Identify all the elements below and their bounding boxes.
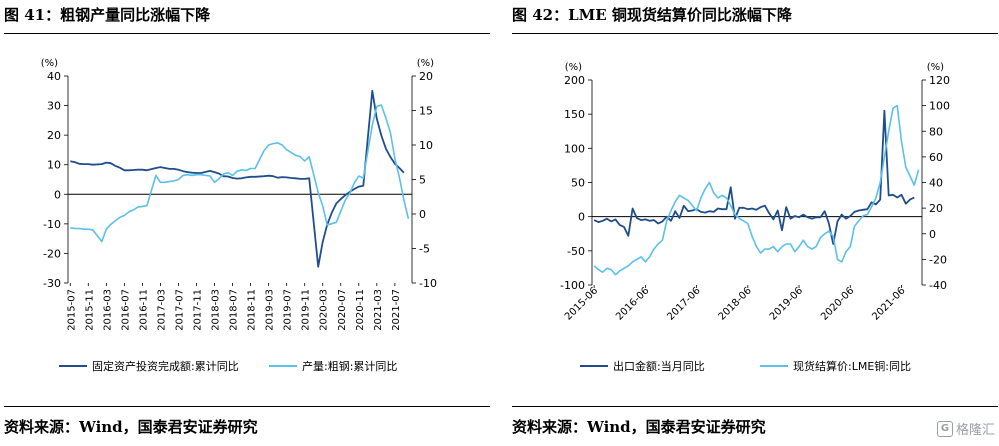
x-tick-label: 2020-07 — [337, 289, 348, 331]
x-tick-label: 2019-07 — [283, 289, 294, 331]
figure-title: 图 42：LME 铜现货结算价同比涨幅下降 — [512, 6, 792, 24]
x-tick-label: 2017-06 — [665, 285, 702, 322]
right-tick-label: -40 — [929, 279, 947, 292]
x-tick-label: 2019-06 — [768, 285, 805, 322]
right-tick-label: 60 — [929, 151, 943, 164]
lme-copper-chart: (%) (%) -100 -50 0 50 100 150 200 -40 -20 0 20 40 60 80… — [560, 62, 950, 373]
left-tick-label: 150 — [564, 108, 585, 121]
left-tick-label: 30 — [47, 100, 61, 113]
right-tick-label: 5 — [419, 174, 426, 187]
right-tick-label: 10 — [419, 139, 433, 152]
left-tick-label: -50 — [567, 245, 585, 258]
x-tick-label: 2015-07 — [66, 289, 77, 331]
top-rule — [512, 33, 998, 34]
left-tick-label: -10 — [43, 218, 61, 231]
x-tick-label: 2019-11 — [301, 289, 312, 331]
x-tick-label: 2015-11 — [84, 289, 95, 331]
x-tick-label: 2018-11 — [247, 289, 258, 331]
legend-label: 固定资产投资完成额:累计同比 — [92, 359, 239, 373]
x-tick-label: 2017-03 — [156, 289, 167, 331]
left-tick-label: 0 — [578, 211, 585, 224]
right-tick-label: -10 — [419, 277, 437, 290]
x-tick-label: 2021-07 — [391, 289, 402, 331]
right-tick-label: 100 — [929, 100, 950, 113]
series-line-2 — [70, 104, 410, 243]
watermark-text: 格隆汇 — [955, 423, 995, 438]
x-tick-label: 2020-06 — [819, 285, 856, 322]
x-tick-label: 2020-03 — [319, 289, 330, 331]
figure-42-panel: 图 42：LME 铜现货结算价同比涨幅下降 (%) (%) -100 -50 0 50 10… — [512, 0, 998, 446]
legend-label: 现货结算价:LME铜:同比 — [793, 359, 911, 373]
left-tick-label: -30 — [43, 277, 61, 290]
top-rule — [4, 33, 490, 34]
right-tick-label: 0 — [419, 208, 426, 221]
right-tick-label: 20 — [419, 70, 433, 83]
right-tick-label: -20 — [929, 253, 947, 266]
figure-title: 图 41：粗钢产量同比涨幅下降 — [4, 6, 211, 24]
x-tick-label: 2016-11 — [138, 289, 149, 331]
bottom-rule — [512, 406, 998, 407]
left-tick-label: -100 — [560, 279, 585, 292]
left-tick-label: 200 — [564, 74, 585, 87]
series-line-1 — [593, 109, 915, 245]
x-tick-label: 2016-03 — [102, 289, 113, 331]
watermark-logo-icon: G — [936, 420, 953, 437]
steel-output-chart: (%) (%) -30 -20 -10 0 10 20 30 40 -10 -5 0 5 10 15 20 201… — [41, 58, 437, 373]
watermark: G 格隆汇 — [936, 419, 995, 438]
series-line-1 — [70, 89, 405, 268]
x-tick-label: 2017-11 — [192, 289, 203, 331]
bottom-rule — [4, 406, 490, 407]
series-line-2 — [593, 104, 920, 276]
x-tick-label: 2018-07 — [229, 289, 240, 331]
x-tick-label: 2020-11 — [355, 289, 366, 331]
right-unit-label: (%) — [927, 62, 944, 73]
left-tick-label: 20 — [47, 129, 61, 142]
x-tick-label: 2016-06 — [614, 285, 651, 322]
legend-label: 出口金额:当月同比 — [613, 359, 705, 373]
left-tick-label: 50 — [571, 177, 585, 190]
left-tick-label: -20 — [43, 247, 61, 260]
right-tick-label: 80 — [929, 125, 943, 138]
left-tick-label: 40 — [47, 70, 61, 83]
x-tick-label: 2016-07 — [120, 289, 131, 331]
x-tick-label: 2021-03 — [373, 289, 384, 331]
right-tick-label: 0 — [929, 228, 936, 241]
right-tick-label: 15 — [419, 105, 433, 118]
figure-41-panel: 图 41：粗钢产量同比涨幅下降 (%) (%) -30 -20 -10 0 10 20 30 40… — [4, 0, 490, 446]
left-tick-label: 0 — [54, 188, 61, 201]
right-tick-label: -5 — [419, 243, 430, 256]
left-tick-label: 100 — [564, 142, 585, 155]
left-unit-label: (%) — [565, 62, 582, 73]
right-tick-label: 40 — [929, 177, 943, 190]
x-tick-label: 2021-06 — [870, 285, 907, 322]
left-unit-label: (%) — [41, 58, 58, 69]
x-tick-label: 2018-06 — [717, 285, 754, 322]
source-note: 资料来源：Wind，国泰君安证券研究 — [512, 418, 766, 436]
right-tick-label: 120 — [929, 74, 950, 87]
source-note: 资料来源：Wind，国泰君安证券研究 — [4, 418, 258, 436]
x-tick-label: 2019-03 — [265, 289, 276, 331]
right-unit-label: (%) — [417, 58, 434, 69]
left-tick-label: 10 — [47, 159, 61, 172]
x-tick-label: 2018-03 — [211, 289, 222, 331]
x-tick-label: 2017-07 — [174, 289, 185, 331]
right-tick-label: 20 — [929, 202, 943, 215]
legend-label: 产量:粗钢:累计同比 — [302, 359, 397, 373]
